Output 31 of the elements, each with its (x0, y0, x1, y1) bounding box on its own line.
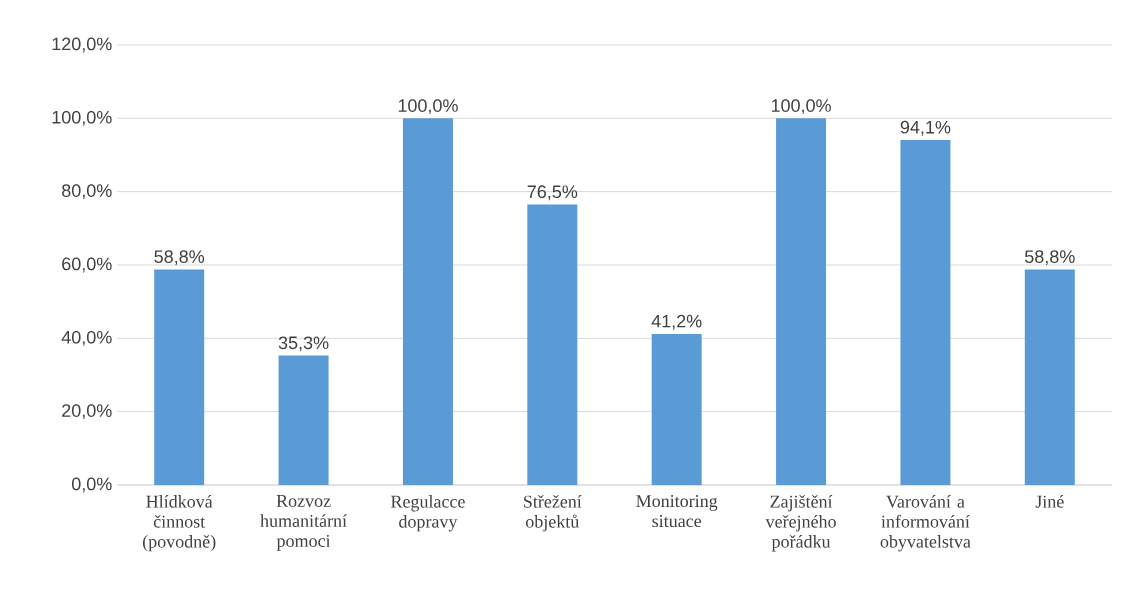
y-tick-label: 20,0% (62, 404, 112, 420)
data-label: 58,8% (154, 250, 205, 266)
data-label: 58,8% (1024, 250, 1075, 266)
data-label: 76,5% (527, 185, 578, 201)
x-tick-label: Střežení objektů (524, 495, 582, 532)
y-tick-label: 40,0% (61, 330, 112, 346)
x-tick-label: Rozvoz humanitární pomoci (260, 495, 347, 551)
y-tick-label: 120,0% (52, 37, 112, 53)
x-tick-label: Jiné (1035, 495, 1064, 508)
y-tick-label: 60,0% (62, 257, 112, 273)
data-label: 35,3% (278, 336, 329, 352)
bar (402, 118, 453, 485)
bar (776, 118, 827, 485)
bar (527, 204, 578, 485)
x-tick-label: Regulacce dopravy (390, 495, 465, 532)
data-label: 41,2% (651, 314, 702, 330)
y-tick-label: 100,0% (52, 110, 112, 126)
data-label: 100,0% (771, 99, 831, 115)
y-tick-label: 0,0% (71, 477, 112, 493)
data-label: 94,1% (900, 120, 951, 136)
bar (154, 269, 205, 485)
x-tick-label: Zajištění veřejného pořádku (765, 495, 836, 552)
bar (1024, 269, 1075, 485)
x-tick-label: Monitoring situace (636, 495, 718, 528)
y-tick-label: 80,0% (62, 184, 112, 200)
bar (278, 355, 329, 485)
bar (900, 139, 951, 485)
x-tick-label: Hlídková činnost (povodně) (143, 495, 216, 552)
x-tick-label: Varování a informování obyvatelstva (880, 495, 971, 552)
data-label: 100,0% (398, 99, 458, 115)
bar (651, 333, 702, 485)
